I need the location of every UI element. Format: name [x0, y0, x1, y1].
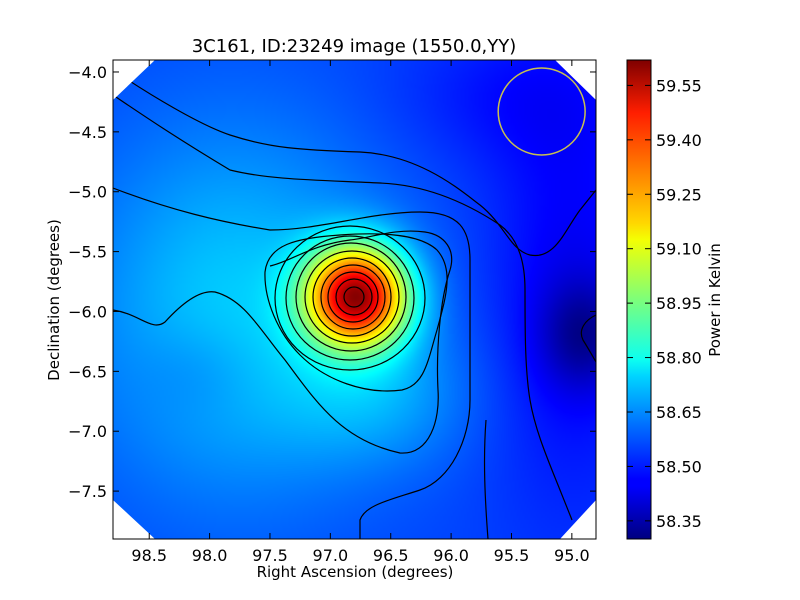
plot-frame [112, 59, 597, 540]
contour-line [113, 69, 596, 257]
heatmap-image [113, 60, 596, 539]
x-tick-label: 97.5 [252, 546, 288, 565]
colorbar-tick-label: 58.95 [656, 294, 702, 313]
y-tick-label: −4.0 [68, 63, 107, 82]
x-tick-label: 97.0 [313, 546, 349, 565]
chart-title: 3C161, ID:23249 image (1550.0,YY) [192, 36, 517, 57]
beam-circle [497, 67, 586, 156]
x-axis-label: Right Ascension (degrees) [257, 563, 454, 581]
x-tick-label: 95.5 [494, 546, 530, 565]
y-tick-label: −7.5 [68, 482, 107, 501]
contour-line [483, 419, 489, 539]
corner-mask [560, 500, 596, 539]
colorbar-ticks: 58.35 58.50 58.65 58.80 58.95 59.10 59.25 59.40… [627, 76, 702, 531]
colorbar-tick-label: 59.10 [656, 240, 702, 259]
corner-mask [555, 60, 596, 100]
colorbar-tick-label: 59.25 [656, 185, 702, 204]
colorbar-label: Power in Kelvin [706, 243, 724, 357]
colorbar-tick-label: 58.50 [656, 457, 702, 476]
contour-line [327, 271, 379, 323]
contour-line [274, 225, 426, 371]
colorbar-gradient [626, 59, 652, 540]
corner-masks [113, 60, 596, 539]
corner-mask [113, 60, 155, 100]
plot-area [113, 60, 596, 539]
corner-mask [113, 500, 155, 539]
colorbar-tick-label: 58.35 [656, 512, 702, 531]
contour-lines [113, 69, 596, 539]
y-tick-label: −5.5 [68, 243, 107, 262]
colorbar-tick-label: 58.80 [656, 349, 702, 368]
contour-line [285, 235, 415, 361]
contour-line [335, 278, 373, 316]
y-axis: −4.0 −4.5 −5.0 −5.5 −6.0 −6.5 −7.0 −7.5 [68, 63, 596, 501]
contour-line [312, 257, 392, 337]
x-tick-label: 95.0 [554, 546, 590, 565]
contour-line [264, 233, 448, 392]
y-tick-label: −6.5 [68, 362, 107, 381]
y-tick-label: −6.0 [68, 302, 107, 321]
x-tick-label: 96.5 [373, 546, 409, 565]
x-tick-label: 98.0 [192, 546, 228, 565]
colorbar-tick-label: 59.40 [656, 131, 702, 150]
contour-line [304, 250, 400, 344]
colorbar-tick-label: 59.55 [656, 76, 702, 95]
contour-line [113, 94, 573, 521]
contour-line [343, 286, 365, 308]
y-tick-label: −7.0 [68, 422, 107, 441]
contour-line [113, 230, 453, 454]
contour-line [113, 187, 471, 539]
contour-line [295, 242, 407, 352]
contour-line [320, 264, 386, 330]
x-tick-label: 96.0 [433, 546, 469, 565]
colorbar: 58.35 58.50 58.65 58.80 58.95 59.10 59.25 59.40… [626, 59, 724, 540]
x-tick-label: 98.5 [131, 546, 167, 565]
contour-line [580, 314, 596, 363]
y-tick-label: −4.5 [68, 123, 107, 142]
colorbar-tick-label: 58.65 [656, 403, 702, 422]
y-tick-label: −5.0 [68, 183, 107, 202]
y-axis-label: Declination (degrees) [45, 219, 63, 381]
x-axis: 98.5 98.0 97.5 97.0 96.5 96.0 95.5 95.0 [131, 60, 590, 565]
